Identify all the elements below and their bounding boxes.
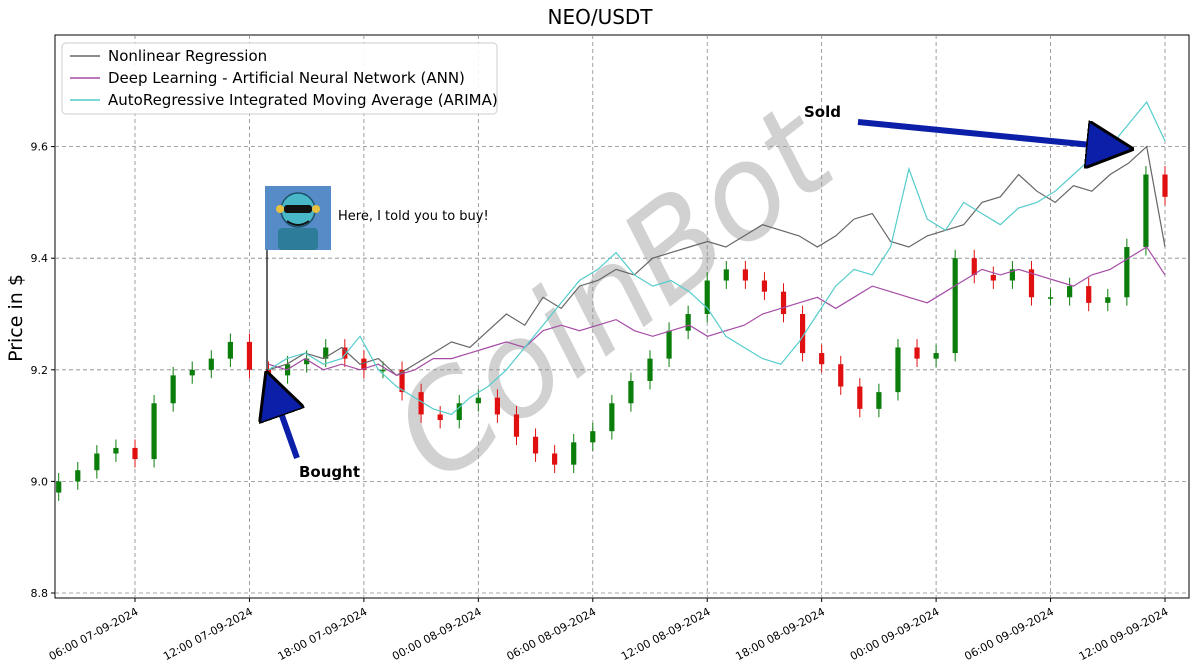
x-tick-label: 00:00 08-09-2024 [390, 605, 484, 663]
candle-body [380, 369, 386, 372]
candle-body [704, 280, 710, 314]
x-tick-label: 18:00 08-09-2024 [733, 605, 827, 663]
candle-body [151, 403, 157, 460]
candle-body [342, 347, 348, 359]
candle-body [857, 386, 863, 409]
candle-body [304, 358, 310, 365]
candle-body [647, 358, 653, 381]
y-ticks: 8.8 9.0 9.2 9.4 9.6 [31, 141, 55, 600]
candle-body [552, 453, 558, 465]
series-line-1 [268, 246, 1166, 377]
bought-arrow [270, 382, 297, 460]
plot-area [54, 34, 1190, 599]
candle-body [1086, 286, 1092, 303]
candle-body [628, 380, 634, 404]
legend-label-arima: AutoRegressive Integrated Moving Average… [108, 91, 498, 109]
x-tick-label: 06:00 07-09-2024 [47, 605, 141, 663]
candle-body [742, 269, 748, 281]
x-tick-label: 00:00 09-09-2024 [848, 605, 942, 663]
chart-title: NEO/USDT [547, 5, 653, 29]
candle-body [990, 274, 996, 281]
bought-label: Bought [299, 463, 360, 481]
candle-body [1124, 247, 1130, 298]
grid [55, 35, 1189, 598]
candle-body [590, 431, 596, 443]
y-tick-label: 9.2 [31, 364, 49, 377]
candle-body [952, 258, 958, 354]
candle-body [361, 358, 367, 370]
x-tick-label: 12:00 09-09-2024 [1077, 605, 1171, 663]
candle-body [132, 447, 138, 460]
candle-body [227, 341, 233, 359]
candle-body [761, 280, 768, 292]
candle-body [113, 447, 119, 454]
y-axis-label: Price in $ [5, 274, 27, 362]
candle-body [876, 392, 882, 409]
candle-body [819, 353, 825, 365]
x-tick-label: 12:00 08-09-2024 [619, 605, 713, 663]
candle-body [799, 314, 806, 354]
series-line-2 [268, 100, 1166, 416]
candle-body [75, 470, 81, 482]
candle-body [1047, 297, 1054, 299]
candle-body [170, 375, 176, 404]
candle-body [685, 314, 691, 331]
legend: Nonlinear Regression Deep Learning - Art… [61, 42, 498, 115]
candle-body [895, 347, 901, 393]
x-tick-label: 18:00 07-09-2024 [276, 605, 370, 663]
candle-body [609, 403, 615, 432]
y-tick-label: 9.0 [31, 475, 49, 488]
candle-body [246, 341, 253, 370]
y-tick-label: 9.6 [31, 141, 49, 154]
legend-label-ann: Deep Learning - Artificial Neural Networ… [108, 69, 465, 87]
candle-body [494, 397, 501, 415]
candles [56, 166, 1168, 501]
robot-avatar-icon [265, 186, 331, 370]
candle-body [666, 330, 672, 359]
series-line-0 [268, 145, 1166, 377]
candle-body [838, 364, 844, 387]
x-ticks: 06:00 07-09-2024 12:00 07-09-2024 18:00 07… [47, 598, 1171, 663]
candle-body [933, 353, 939, 359]
candle-body [513, 414, 520, 437]
x-tick-label: 06:00 08-09-2024 [505, 605, 599, 663]
candle-body [418, 392, 424, 415]
candle-body [56, 481, 62, 493]
candle-body [475, 397, 481, 404]
candle-body [189, 369, 195, 376]
candle-body [1143, 174, 1149, 248]
candle-body [1009, 269, 1016, 281]
sold-label: Sold [804, 103, 841, 121]
candle-body [323, 347, 329, 359]
candle-body [571, 442, 577, 465]
candle-body [208, 358, 214, 370]
x-tick-label: 12:00 07-09-2024 [161, 605, 255, 663]
candle-body [532, 436, 539, 454]
y-tick-label: 8.8 [31, 587, 49, 600]
legend-box [61, 42, 498, 115]
legend-label-nonlinear: Nonlinear Regression [108, 47, 267, 65]
candle-body [265, 369, 272, 376]
candle-body [1067, 286, 1073, 298]
candle-body [1028, 269, 1035, 298]
series-lines [268, 100, 1166, 416]
candle-body [456, 403, 462, 421]
candle-body [437, 414, 443, 421]
candle-body [399, 369, 405, 393]
candle-body [1105, 297, 1111, 303]
x-tick-label: 06:00 09-09-2024 [962, 605, 1056, 663]
candle-body [780, 291, 787, 314]
speech-text: Here, I told you to buy! [338, 209, 489, 224]
candle-body [914, 347, 920, 359]
candle-body [723, 269, 729, 281]
candle-body [94, 453, 100, 471]
candle-body [1162, 174, 1168, 197]
sold-arrow [857, 119, 1122, 148]
y-tick-label: 9.4 [31, 252, 49, 265]
candle-body [971, 258, 977, 275]
